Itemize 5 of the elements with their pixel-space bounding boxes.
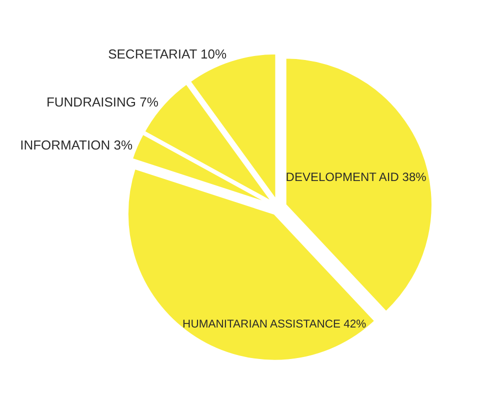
slice-label: SECRETARIAT 10% xyxy=(108,46,228,62)
slice-label: HUMANITARIAN ASSISTANCE 42% xyxy=(182,318,366,331)
slice-label: DEVELOPMENT AID 38% xyxy=(286,170,427,184)
slice-label: INFORMATION 3% xyxy=(20,137,133,152)
slice-label: FUNDRAISING 7% xyxy=(46,94,159,110)
